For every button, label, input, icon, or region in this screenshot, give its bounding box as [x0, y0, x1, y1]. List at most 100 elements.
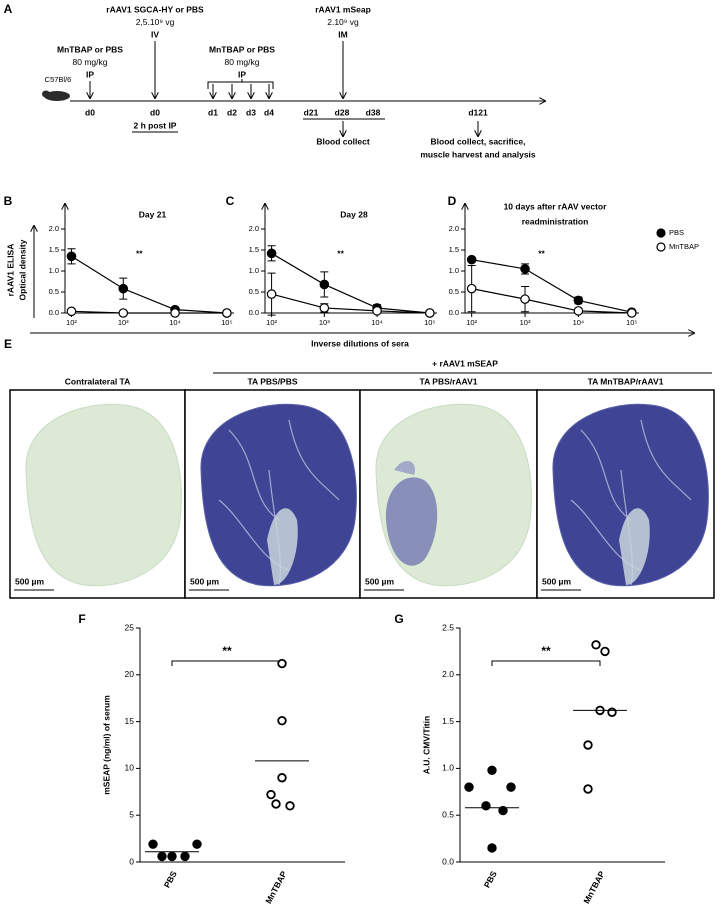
panel-label: F	[78, 612, 85, 626]
y-tick-label: 2.0	[249, 224, 259, 233]
x-tick-label: 10³	[118, 318, 129, 327]
mouse-strain: C57Bl/6	[45, 75, 72, 84]
point	[319, 303, 330, 313]
tissue-pale-region	[267, 508, 298, 585]
y-tick-label: 0.5	[442, 809, 454, 819]
point	[180, 851, 190, 862]
y-tick-label: 1.5	[449, 245, 459, 254]
chart-title: readministration	[522, 216, 589, 226]
x-tick-label: 10²	[466, 318, 477, 327]
y-axis-label: rAAV1 ELISA	[5, 244, 15, 297]
point	[277, 658, 287, 669]
point	[266, 789, 276, 800]
point	[466, 254, 477, 265]
y-tick-label: 1.5	[49, 245, 59, 254]
y-tick-label: 2.0	[49, 224, 59, 233]
histology-title: TA MnTBAP/rAAV1	[588, 376, 664, 386]
event-label: 2,5.10⁹ vg	[136, 17, 175, 27]
event-label: IP	[86, 69, 94, 79]
legend-marker	[656, 228, 666, 238]
day-label: d38	[366, 107, 381, 117]
y-tick-label: 1.5	[442, 716, 454, 726]
y-tick-label: 0.0	[449, 308, 459, 317]
point	[600, 646, 610, 657]
legend-marker	[656, 242, 666, 252]
point	[464, 782, 474, 792]
point	[167, 851, 177, 862]
staining	[394, 460, 415, 475]
tissue-pale-region	[619, 508, 650, 585]
mouse-icon	[42, 90, 50, 98]
day-label: d28	[335, 107, 350, 117]
day-label: d0	[150, 107, 160, 117]
day-label: d121	[468, 107, 488, 117]
outcome-label: Blood collect, sacrifice,	[431, 136, 526, 146]
point	[277, 773, 287, 783]
point	[583, 740, 593, 750]
y-tick-label: 10	[125, 763, 135, 773]
y-tick-label: 15	[125, 716, 135, 726]
legend-label: MnTBAP	[669, 242, 699, 251]
annotation: **	[541, 644, 551, 658]
series-line	[271, 293, 430, 314]
x-tick-label: 10⁴	[573, 318, 585, 327]
x-tick-label: 10⁵	[221, 318, 232, 327]
x-tick-label: MnTBAP	[581, 869, 607, 905]
point	[583, 784, 593, 794]
day-label: d21	[304, 107, 319, 117]
point	[222, 308, 232, 318]
event-label: MnTBAP or PBS	[209, 44, 275, 54]
x-tick-label: 10⁵	[626, 318, 637, 327]
day-label: d0	[85, 107, 95, 117]
point	[372, 306, 382, 316]
panel-label: A	[4, 2, 13, 16]
y-axis-label: Optical density	[17, 239, 27, 300]
point	[520, 264, 530, 274]
y-tick-label: 1.0	[249, 266, 259, 275]
point	[487, 765, 497, 775]
chart-title: Day 28	[340, 209, 368, 219]
group-label: + rAAV1 mSEAP	[432, 358, 498, 368]
x-tick-label: 10³	[319, 318, 330, 327]
x-tick-label: PBS	[482, 869, 499, 889]
point	[573, 306, 584, 316]
panel-label: G	[394, 612, 403, 626]
significance-bracket	[171, 660, 283, 666]
point	[424, 308, 435, 318]
point	[626, 308, 637, 318]
y-tick-label: 2.5	[442, 622, 454, 632]
y-axis-label: mSEAP (ng/ml) of serum	[101, 695, 111, 795]
outcome-label: Blood collect	[316, 136, 370, 146]
point	[607, 707, 617, 717]
panel-label: B	[4, 194, 13, 208]
point	[157, 851, 167, 862]
y-tick-label: 1.5	[249, 245, 259, 254]
point	[573, 295, 584, 306]
point	[487, 843, 497, 853]
tissue-section	[25, 403, 182, 587]
y-tick-label: 1.0	[442, 763, 454, 773]
point	[170, 308, 180, 318]
histology-title: TA PBS/PBS	[247, 376, 297, 386]
y-axis-label: A.U. CMV/Titin	[421, 716, 431, 774]
day-label: d2	[227, 107, 237, 117]
point	[148, 839, 158, 849]
point	[266, 289, 277, 299]
y-tick-label: 2.0	[442, 669, 454, 679]
scale-bar-label: 500 µm	[15, 576, 44, 586]
histology-title: TA PBS/rAAV1	[420, 376, 478, 386]
event-label: 80 mg/kg	[73, 57, 108, 67]
point	[285, 801, 295, 811]
panel-label: D	[448, 194, 457, 208]
y-tick-label: 1.0	[49, 266, 59, 275]
point	[319, 279, 330, 290]
series-line	[471, 288, 632, 314]
panel-label: E	[4, 337, 12, 351]
y-tick-label: 0.0	[49, 308, 59, 317]
series-line	[71, 255, 227, 314]
y-tick-label: 25	[125, 622, 135, 632]
y-tick-label: 0.5	[49, 287, 59, 296]
tissue-texture	[218, 419, 340, 586]
point	[271, 799, 281, 809]
